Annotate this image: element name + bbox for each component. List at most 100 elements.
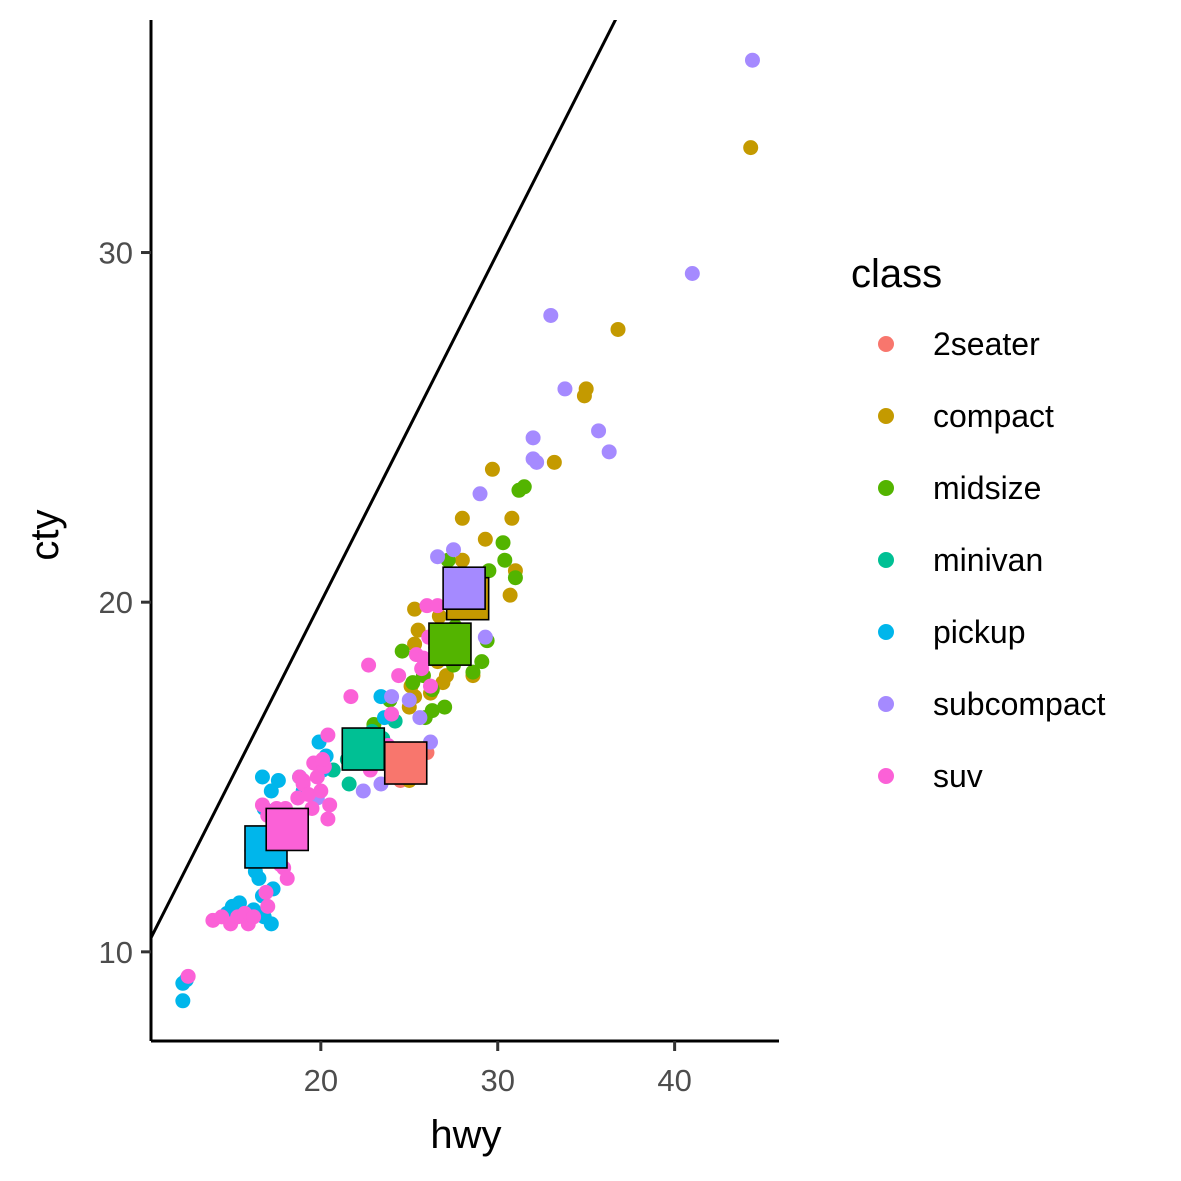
point-compact bbox=[410, 622, 426, 638]
point-suv bbox=[391, 668, 407, 684]
point-suv bbox=[343, 689, 359, 705]
axes: 20 30 40 10 20 30 bbox=[99, 20, 779, 1098]
x-axis-title: hwy bbox=[430, 1113, 501, 1157]
point-compact bbox=[435, 675, 451, 691]
point-subcompact bbox=[401, 692, 417, 708]
legend-label: suv bbox=[933, 758, 983, 794]
point-compact bbox=[454, 510, 470, 526]
point-midsize bbox=[405, 675, 421, 691]
point-subcompact bbox=[543, 307, 559, 323]
legend-item-pickup: pickup bbox=[878, 614, 1026, 650]
point-suv bbox=[180, 968, 196, 984]
x-ticks: 20 30 40 bbox=[304, 1041, 692, 1098]
mean-square-suv bbox=[265, 807, 310, 852]
point-midsize bbox=[497, 552, 513, 568]
point-subcompact bbox=[557, 381, 573, 397]
point-suv bbox=[384, 706, 400, 722]
plot-area bbox=[151, 20, 760, 1009]
point-suv bbox=[315, 752, 331, 768]
point-suv bbox=[415, 650, 431, 666]
point-suv bbox=[279, 870, 295, 886]
point-subcompact bbox=[412, 710, 428, 726]
legend-item-suv: suv bbox=[878, 758, 983, 794]
point-minivan bbox=[341, 776, 357, 792]
point-subcompact bbox=[591, 423, 607, 439]
point-compact bbox=[484, 461, 500, 477]
legend-item-minivan: minivan bbox=[878, 542, 1043, 578]
reference-line-layer bbox=[151, 20, 618, 939]
legend-key-2seater bbox=[878, 336, 894, 352]
point-compact bbox=[502, 587, 518, 603]
point-suv bbox=[260, 898, 276, 914]
legend-key-pickup bbox=[878, 624, 894, 640]
point-subcompact bbox=[384, 689, 400, 705]
point-compact bbox=[407, 601, 423, 617]
point-subcompact bbox=[472, 486, 488, 502]
point-midsize bbox=[507, 570, 523, 586]
legend-items: 2seater compact midsize minivan pickup subcom… bbox=[878, 326, 1106, 794]
legend: class 2seater compact midsize minivan pickup… bbox=[851, 252, 1106, 794]
point-midsize bbox=[474, 654, 490, 670]
point-suv bbox=[320, 811, 336, 827]
reference-line bbox=[151, 20, 618, 939]
point-midsize bbox=[394, 643, 410, 659]
y-axis-title: cty bbox=[23, 509, 67, 560]
x-tick-label: 30 bbox=[480, 1063, 514, 1098]
legend-item-subcompact: subcompact bbox=[878, 686, 1106, 722]
point-compact bbox=[477, 531, 493, 547]
point-suv bbox=[430, 598, 446, 614]
mean-square-2seater bbox=[383, 741, 428, 785]
legend-key-suv bbox=[878, 768, 894, 784]
point-suv bbox=[309, 769, 325, 785]
point-suv bbox=[295, 773, 311, 789]
point-suv bbox=[320, 727, 336, 743]
mean-square-minivan bbox=[341, 727, 386, 771]
class-means-layer bbox=[244, 566, 490, 869]
point-midsize bbox=[437, 699, 453, 715]
point-compact bbox=[610, 321, 626, 337]
y-ticks: 10 20 30 bbox=[99, 236, 151, 970]
point-pickup bbox=[373, 689, 389, 705]
point-suv bbox=[322, 797, 338, 813]
legend-label: pickup bbox=[933, 614, 1026, 650]
x-tick-label: 20 bbox=[304, 1063, 338, 1098]
point-subcompact bbox=[446, 542, 462, 558]
legend-key-subcompact bbox=[878, 696, 894, 712]
point-midsize bbox=[465, 664, 481, 680]
point-midsize bbox=[516, 479, 532, 495]
mean-square-subcompact bbox=[442, 566, 486, 610]
legend-title: class bbox=[851, 252, 942, 296]
point-compact bbox=[454, 552, 470, 568]
point-pickup bbox=[263, 783, 279, 799]
point-pickup bbox=[175, 993, 191, 1009]
legend-item-2seater: 2seater bbox=[878, 326, 1040, 362]
point-subcompact bbox=[355, 783, 371, 799]
legend-label: subcompact bbox=[933, 686, 1106, 722]
point-compact bbox=[743, 140, 759, 156]
point-subcompact bbox=[525, 451, 541, 467]
point-subcompact bbox=[601, 444, 617, 460]
point-compact bbox=[504, 510, 520, 526]
point-suv bbox=[246, 909, 262, 925]
point-suv bbox=[419, 598, 435, 614]
point-suv bbox=[300, 786, 316, 802]
point-suv bbox=[361, 657, 377, 673]
legend-label: midsize bbox=[933, 470, 1041, 506]
point-subcompact bbox=[684, 266, 700, 282]
legend-label: compact bbox=[933, 398, 1054, 434]
point-midsize bbox=[495, 535, 511, 551]
point-suv bbox=[313, 783, 329, 799]
legend-item-midsize: midsize bbox=[878, 470, 1041, 506]
point-subcompact bbox=[525, 430, 541, 446]
x-tick-label: 40 bbox=[657, 1063, 691, 1098]
point-pickup bbox=[254, 769, 270, 785]
point-subcompact bbox=[744, 52, 760, 68]
point-pickup bbox=[270, 773, 286, 789]
legend-key-compact bbox=[878, 408, 894, 424]
y-tick-label: 20 bbox=[99, 585, 133, 620]
mean-square-midsize bbox=[428, 622, 472, 666]
point-compact bbox=[546, 454, 562, 470]
y-tick-label: 10 bbox=[99, 935, 133, 970]
point-subcompact bbox=[430, 549, 446, 565]
